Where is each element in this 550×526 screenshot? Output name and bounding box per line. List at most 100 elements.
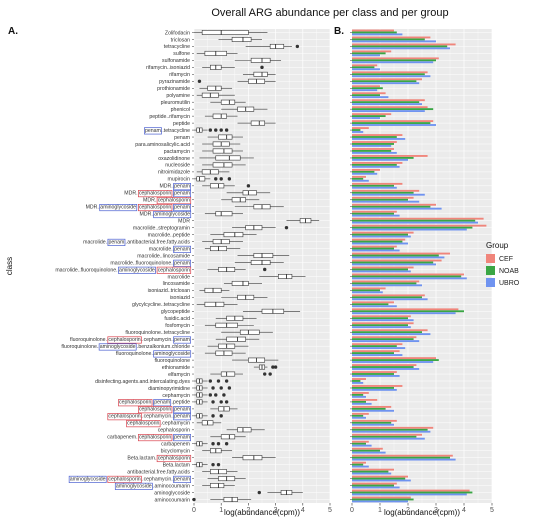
bar-ubro-isoniazid-triclosan [352, 291, 383, 294]
bar-ubro-cephalosporin-penam [352, 409, 394, 412]
category-label-elfamycin: elfamycin [168, 372, 190, 378]
bar-ubro-aminoglycoside [352, 493, 467, 496]
category-label-fluoroquinolone: fluoroquinolone [155, 358, 191, 364]
bar-ubro-carbapenem-cephalosporin-penam [352, 437, 425, 440]
category-label-pactamycin: pactamycin [164, 149, 190, 155]
bar-cef-macrolide-penam [352, 245, 397, 248]
bar-cef-cephalosporin-cephamycin [352, 419, 397, 422]
category-labels: Zolifodacintriclosantetracyclinesulfones… [55, 30, 192, 503]
legend-label-noab: NOAB [499, 268, 519, 275]
bar-cef-aminoglycoside-cephalosporin-cephamycin-penam [352, 475, 408, 478]
box-nucleoside [212, 162, 233, 168]
bar-noab-ethionamide [352, 366, 414, 368]
category-label-bicyclomycin: bicyclomycin [161, 449, 191, 455]
bar-noab-mdr-cephalosporin [352, 198, 408, 201]
bar-cef-bicyclomycin [352, 447, 383, 450]
bar-noab-macrolide-streptogramin [352, 226, 473, 229]
category-label-mdr-cephalosporin-penam: MDR..cephalosporin..penam [124, 191, 190, 197]
category-highlight-aminoglycoside [153, 210, 192, 219]
category-label-para-aminosalicylic-acid: para.aminosalicylic.acid [135, 142, 190, 148]
bar-noab-pleuromutilin [352, 101, 420, 104]
bar-noab-mdr-aminoglycoside [352, 212, 394, 215]
bar-cef-glycopeptide [352, 308, 459, 311]
box-peptide [250, 120, 266, 126]
panel-a-plot [193, 29, 331, 503]
outlier-elfamycin [268, 372, 272, 376]
bar-noab-antibacterial-free-fatty-acids [352, 470, 389, 473]
category-label-zolifodacin: Zolifodacin [165, 30, 190, 36]
bar-cef-aminoglycoside-aminocoumarin [352, 482, 397, 485]
legend-label-cef: CEF [499, 256, 513, 263]
bar-noab-diaminopyrimidine [352, 387, 394, 389]
box-pleuromutilin [220, 99, 236, 105]
x-axis-ticks: 0 0 1 1 2 2 3 3 4 4 5 5 [192, 32, 494, 514]
tick-label-a-0: 0 [192, 507, 196, 514]
legend-swatch-noab [486, 266, 495, 275]
category-highlight-penam [173, 259, 191, 267]
box-cephalosporin [237, 427, 252, 433]
bar-cef-zolifodacin [352, 29, 394, 32]
panel-a-label: A. [8, 26, 18, 37]
category-label-phenicol: phenicol [171, 107, 190, 113]
bar-noab-fluoroquinolone-cephalosporin-cephamycin-penam [352, 338, 414, 341]
outlier-penam-tetracycline [214, 128, 218, 132]
bar-noab-cephamycin [352, 393, 364, 396]
category-label-mdr-aminoglycoside: MDR..aminoglycoside [140, 212, 191, 218]
category-label-rifamycin: rifamycin [169, 72, 190, 78]
bar-cef-cephalosporin-penam-peptide [352, 398, 378, 401]
outlier-beta-lactam [216, 462, 221, 467]
category-label-aminocoumarin: aminocoumarin [155, 497, 191, 503]
outlier-macrolide-fluoroquinolone-aminoglycoside-cephalosporin [263, 267, 267, 272]
bar-cef-aminoglycoside [352, 489, 470, 492]
bar-ubro-elfamycin [352, 375, 400, 377]
box-glycylcycline-tetracycline [204, 301, 225, 307]
category-highlight-aminoglycoside [68, 475, 107, 483]
category-label-disinfecting-agents-and-intercalating-dyes: disinfecting.agents.and.intercalating.dy… [95, 379, 190, 385]
category-label-mupirocin: mupirocin [168, 177, 191, 183]
bar-cef-mdr-cephalosporin-penam [352, 189, 420, 192]
outlier-elfamycin [263, 372, 267, 376]
bar-noab-mdr [352, 219, 476, 222]
box-elfamycin [220, 371, 236, 377]
category-label-fluoroquinolone-tetracycline: fluoroquinolone..tetracycline [125, 330, 190, 336]
bar-noab-macrolide [352, 275, 462, 278]
bar-cef-mupirocin [352, 175, 366, 178]
category-highlight-cephalosporin [107, 336, 142, 344]
category-highlight-penam [153, 399, 172, 407]
category-label-fluoroquinolone-cephalosporin-cephamycin-penam: fluoroquinolone..cephalosporin..cephamyc… [70, 337, 190, 343]
bar-noab-fluoroquinolone-aminoglycoside-benzalkonium-chloride [352, 345, 397, 348]
bar-cef-cephalosporin [352, 426, 434, 429]
box-peptide-rifamycin [212, 113, 227, 119]
category-label-cephalosporin-cephamycin: cephalosporin..cephamycin [127, 421, 190, 427]
outlier-rifamycin-isoniazid [260, 65, 264, 70]
bar-ubro-macrolide-penam [352, 249, 400, 252]
outlier-disinfecting-agents-and-intercalating-dyes [224, 379, 229, 383]
bar-ubro-cephalosporin-cephamycin-penam [352, 416, 366, 419]
box-carbapenem-cephalosporin-penam [220, 434, 236, 440]
bar-cef-tetracycline [352, 43, 456, 46]
bar-cef-oxazolidinone [352, 155, 428, 157]
box-penam [218, 134, 233, 140]
box-tetracycline [269, 43, 285, 49]
bar-ubro-cephalosporin [352, 430, 431, 433]
bar-ubro-pactamycin [352, 151, 397, 154]
bar-noab-sulfone [352, 52, 386, 55]
bar-cef-mdr-aminoglycoside [352, 210, 397, 213]
outlier-penam-tetracycline [208, 128, 213, 132]
bar-ubro-mdr-aminoglycoside-cephalosporin-penam [352, 207, 442, 210]
bar-ubro-nucleoside [352, 165, 400, 168]
bar-ubro-sulfonamide [352, 61, 434, 64]
category-label-carbapenem: carbapenem [161, 442, 190, 448]
bar-noab-fluoroquinolone-tetracycline [352, 331, 422, 334]
bar-cef-macrolide-lincosamide [352, 252, 450, 255]
bar-noab-aminoglycoside [352, 491, 473, 494]
bar-noab-fosfomycin [352, 324, 408, 327]
bar-cef-peptide [352, 120, 434, 123]
bar-cef-mdr-penam [352, 182, 403, 185]
bar-noab-aminocoumarin [352, 498, 414, 501]
category-label-mdr-cephalosporin: MDR..cephalosporin [143, 198, 190, 204]
outlier-penam-tetracycline [219, 128, 223, 132]
bar-ubro-mdr [352, 221, 478, 224]
bar-noab-mdr-penam [352, 184, 394, 187]
bar-noab-phenicol [352, 108, 434, 111]
